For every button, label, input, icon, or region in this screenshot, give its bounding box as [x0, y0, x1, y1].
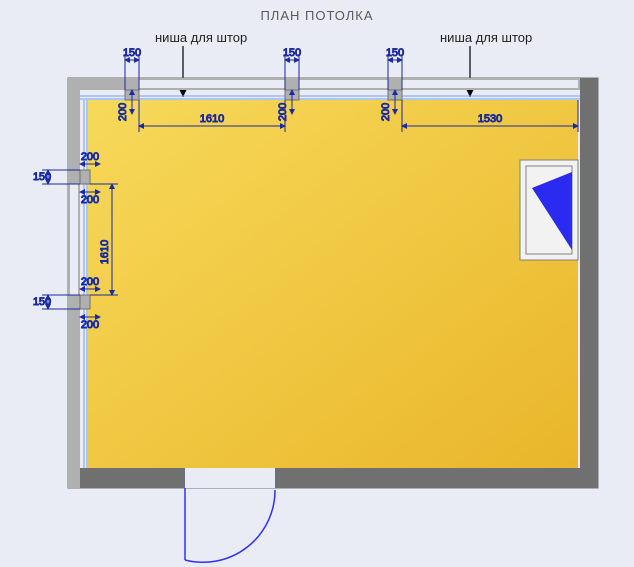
dim-top-1530: 1530: [478, 113, 502, 125]
dim-top-150-1: 150: [123, 47, 141, 59]
dim-top-1610: 1610: [200, 113, 224, 125]
dim-top-200-1: 200: [117, 103, 129, 121]
corner-feature: [520, 160, 578, 260]
ceiling-plan-diagram: ПЛАН ПОТОЛКА ниша для штор ниша для штор: [0, 0, 634, 567]
dim-left-200-2: 200: [81, 194, 99, 206]
dim-top-200-2: 200: [277, 103, 289, 121]
callout-left: ниша для штор: [155, 30, 247, 45]
dim-top-150-3: 150: [386, 47, 404, 59]
dim-left-150-2: 150: [33, 296, 51, 308]
dim-left-150-1: 150: [33, 171, 51, 183]
dim-top-200-3: 200: [380, 103, 392, 121]
left-pier-2: [80, 295, 90, 309]
ceiling-area: [88, 100, 578, 468]
dim-left-200-1: 200: [81, 151, 99, 163]
left-pier-1: [80, 170, 90, 184]
callout-right: ниша для штор: [440, 30, 532, 45]
dim-left-1610: 1610: [99, 240, 111, 264]
dim-top-150-2: 150: [283, 47, 301, 59]
plan-title: ПЛАН ПОТОЛКА: [260, 8, 373, 23]
dim-left-200-4: 200: [81, 319, 99, 331]
dim-left-200-3: 200: [81, 276, 99, 288]
